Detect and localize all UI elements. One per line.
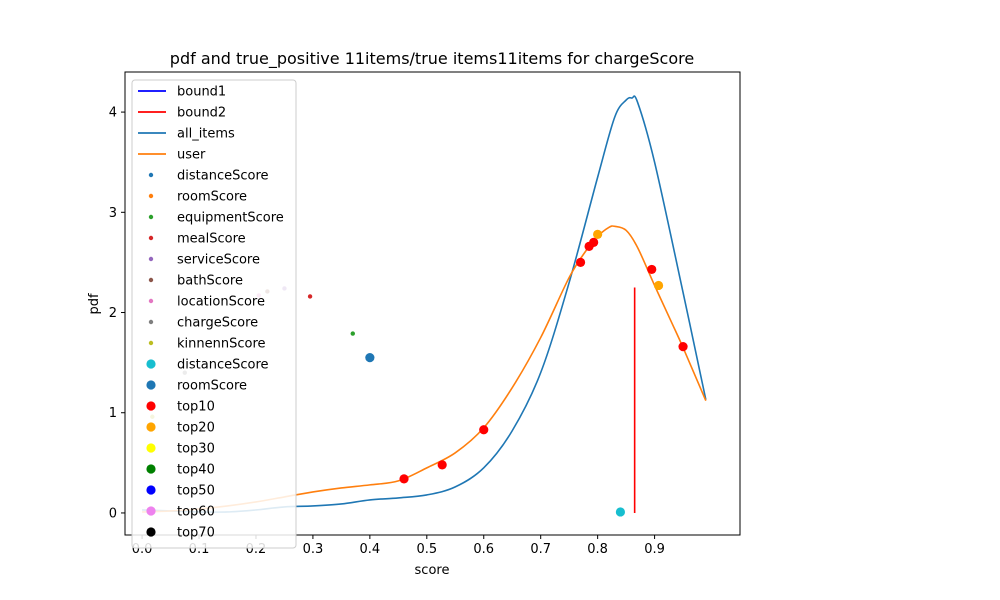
- y-tick-label: 1: [109, 406, 117, 421]
- y-tick-label: 2: [109, 306, 117, 321]
- legend-label: locationScore: [177, 295, 265, 310]
- legend-label: distanceScore: [177, 358, 269, 373]
- point-small-mealScore: [307, 294, 313, 299]
- legend-swatch-small-dot: [148, 172, 154, 178]
- legend-box: [131, 79, 297, 549]
- legend-label: mealScore: [177, 232, 246, 247]
- point-top10: [678, 341, 688, 352]
- legend-label: top30: [177, 442, 215, 457]
- legend-label: top60: [177, 505, 215, 520]
- y-tick-label: 3: [109, 206, 117, 221]
- point-roomScore: [365, 353, 375, 363]
- point-small-equipmentScore: [350, 331, 355, 336]
- point-top10: [589, 237, 599, 247]
- legend-swatch-small-dot: [148, 319, 154, 325]
- y-axis-title: pdf: [87, 293, 102, 315]
- legend-label: equipmentScore: [177, 211, 284, 226]
- chart-title: pdf and true_positive 11items/true items…: [170, 49, 694, 69]
- y-tick-label: 0: [109, 506, 117, 521]
- axes-frame: [124, 71, 741, 536]
- legend-label: serviceScore: [177, 253, 260, 268]
- legend-label: all_items: [177, 127, 235, 142]
- legend-swatch-big-dot: [146, 359, 156, 369]
- x-tick-label: 0.4: [360, 542, 381, 557]
- legend-swatch-small-dot: [148, 214, 154, 220]
- legend-swatch-small-dot: [148, 340, 154, 346]
- legend-label: chargeScore: [177, 316, 258, 331]
- legend-swatch-big-dot: [146, 464, 156, 474]
- legend-label: top10: [177, 400, 215, 415]
- legend-label: roomScore: [177, 190, 247, 205]
- point-top20: [593, 229, 603, 239]
- legend-swatch-small-dot: [148, 277, 154, 283]
- legend-label: user: [177, 148, 206, 163]
- legend-swatch-big-dot: [146, 527, 156, 537]
- legend-label: top40: [177, 463, 215, 478]
- legend-swatch-small-dot: [148, 193, 154, 199]
- x-tick-label: 0.3: [303, 542, 324, 557]
- legend-label: top20: [177, 421, 215, 436]
- x-tick-label: 0.8: [587, 542, 608, 557]
- point-top10: [575, 257, 586, 268]
- legend-swatch-big-dot: [146, 485, 156, 495]
- x-tick-label: 0.6: [473, 542, 494, 557]
- legend-label: top70: [177, 526, 215, 541]
- legend-swatch-big-dot: [146, 380, 156, 390]
- y-tick-label: 4: [109, 106, 117, 121]
- point-top10: [399, 474, 409, 484]
- legend-swatch-small-dot: [148, 256, 154, 262]
- point-top10: [437, 460, 447, 470]
- x-axis-title: score: [415, 563, 450, 578]
- legend-label: kinnennScore: [177, 337, 266, 352]
- legend-swatch-big-dot: [146, 443, 156, 453]
- legend-label: bound2: [177, 106, 226, 121]
- x-tick-label: 0.5: [416, 542, 437, 557]
- legend-label: roomScore: [177, 379, 247, 394]
- point-top10: [479, 425, 489, 435]
- legend-swatch-small-dot: [148, 235, 154, 241]
- legend-swatch-big-dot: [146, 401, 156, 411]
- legend-swatch-big-dot: [146, 422, 156, 432]
- legend-label: bound1: [177, 85, 226, 100]
- legend-label: top50: [177, 484, 215, 499]
- legend-label: distanceScore: [177, 169, 269, 184]
- point-top20: [653, 280, 664, 291]
- legend-label: bathScore: [177, 274, 243, 289]
- point-top10: [647, 264, 657, 275]
- x-tick-label: 0.9: [644, 542, 665, 557]
- point-distanceScore: [615, 507, 626, 517]
- legend-swatch-big-dot: [146, 506, 156, 516]
- x-tick-label: 0.7: [530, 542, 551, 557]
- legend-swatch-small-dot: [148, 298, 154, 304]
